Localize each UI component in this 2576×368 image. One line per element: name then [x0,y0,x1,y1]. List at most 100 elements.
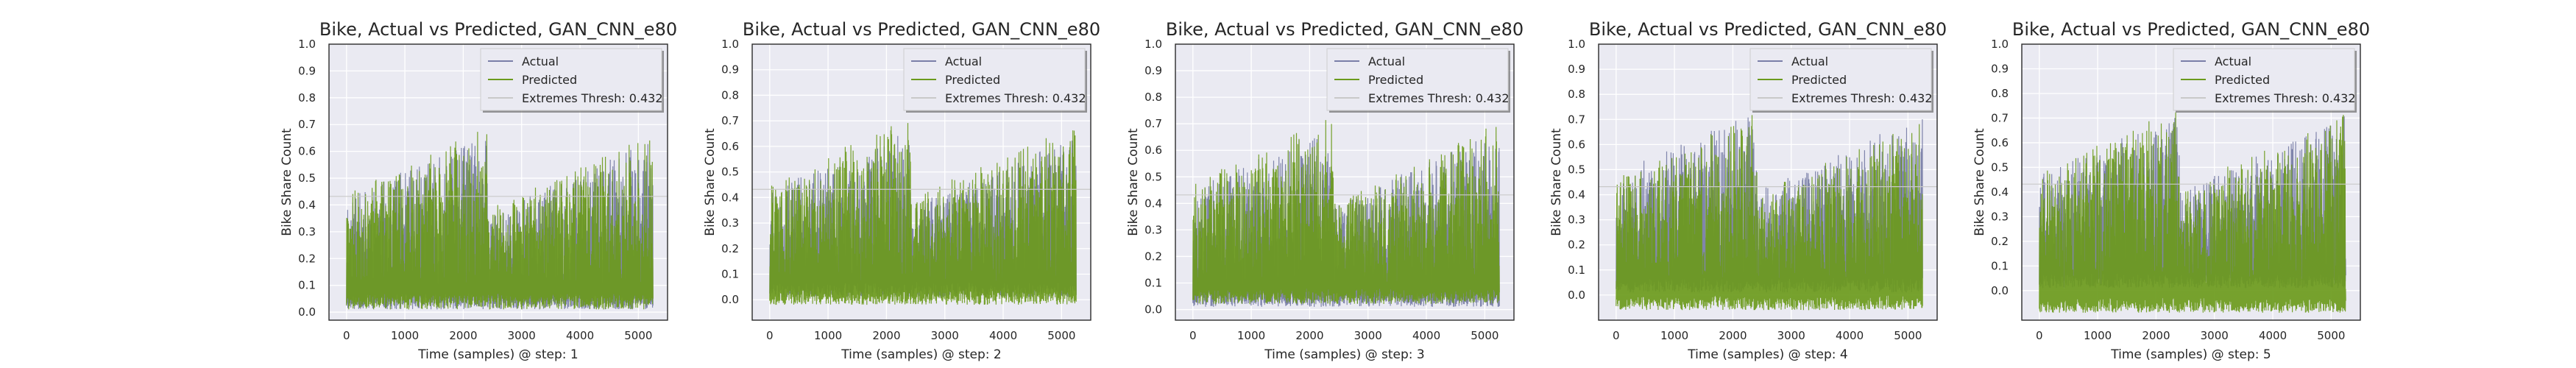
x-tick-label: 2000 [872,329,900,342]
y-tick-label: 0.2 [1144,250,1162,263]
predicted-series-line [346,132,654,310]
y-tick-label: 1.0 [1144,38,1162,51]
y-tick-label: 1.0 [1991,38,2009,51]
plot-frame [328,43,668,321]
predicted-series-line [1192,120,1500,305]
y-tick-label: 0.5 [1568,163,1585,176]
y-tick-label: 0.9 [1144,64,1162,77]
legend-actual-label: Actual [522,54,559,68]
x-tick-label: 2000 [1719,329,1747,342]
plot-frame [1598,43,1938,321]
x-tick-label: 5000 [1894,329,1922,342]
y-tick-label: 0.3 [721,216,739,230]
legend-predicted-label: Predicted [522,73,577,87]
y-tick-label: 0.4 [298,198,316,211]
y-tick-label: 0.4 [1991,185,2009,199]
legend-actual-label: Actual [945,54,982,68]
x-axis-label: Time (samples) @ step: 1 [417,347,578,362]
plot-frame [1175,43,1515,321]
x-tick-label: 1000 [2084,329,2112,342]
legend: Actual Predicted Extremes Thresh: 0.432 [480,48,664,113]
x-tick-label: 5000 [1047,329,1075,342]
y-tick-label: 0.9 [1991,62,2009,75]
y-tick-label: 0.1 [298,279,316,292]
x-axis-label: Time (samples) @ step: 3 [1264,347,1424,362]
x-tick-label: 0 [1613,329,1620,342]
x-tick-label: 5000 [624,329,652,342]
y-tick-label: 0.8 [721,88,739,102]
y-tick-label: 0.9 [1568,63,1585,76]
predicted-series-line [1616,115,1923,311]
chart-1: 0.0 0.1 0.2 0.3 0.4 0.5 0.6 0.7 0.8 0.9 1.0 0 1000 20… [280,19,677,362]
y-axis-label: Bike Share Count [1126,128,1141,236]
y-tick-label: 0.8 [1991,87,2009,100]
y-tick-label: 0.0 [721,293,739,306]
legend-predicted-label: Predicted [2215,73,2270,87]
y-tick-label: 0.1 [1991,259,2009,272]
y-tick-label: 0.5 [721,166,739,179]
y-tick-label: 0.7 [1991,111,2009,124]
x-tick-label: 2000 [449,329,477,342]
chart-title: Bike, Actual vs Predicted, GAN_CNN_e80 [1166,19,1524,40]
x-axis-label: Time (samples) @ step: 5 [2110,347,2271,362]
chart-title: Bike, Actual vs Predicted, GAN_CNN_e80 [1589,19,1947,40]
y-tick-label: 0.3 [1568,213,1585,227]
legend-actual-label: Actual [2215,54,2251,68]
x-axis-label: Time (samples) @ step: 4 [1687,347,1847,362]
y-tick-label: 0.6 [721,140,739,153]
y-axis-label: Bike Share Count [280,128,294,236]
x-tick-label: 3000 [1354,329,1382,342]
y-tick-label: 0.7 [1144,117,1162,130]
x-tick-label: 0 [1189,329,1197,342]
x-tick-label: 4000 [566,329,594,342]
x-tick-label: 5000 [1471,329,1498,342]
x-tick-label: 3000 [508,329,536,342]
x-tick-label: 3000 [931,329,959,342]
x-tick-label: 5000 [2317,329,2345,342]
x-tick-label: 0 [766,329,774,342]
y-tick-label: 0.8 [1144,91,1162,104]
x-axis-label: Time (samples) @ step: 2 [841,347,1001,362]
y-tick-label: 0.6 [1991,136,2009,149]
legend-box [480,48,662,111]
y-tick-label: 0.9 [298,64,316,77]
y-axis-label: Bike Share Count [1972,128,1987,236]
x-tick-label: 3000 [2201,329,2229,342]
legend-predicted-label: Predicted [945,73,1000,87]
y-tick-label: 0.9 [721,63,739,77]
x-tick-label: 2000 [1295,329,1323,342]
y-tick-label: 0.7 [298,118,316,131]
chart-4: 0.0 0.1 0.2 0.3 0.4 0.5 0.6 0.7 0.8 0.9 1.0 0 1000 20… [1549,19,1947,362]
x-tick-label: 1000 [814,329,842,342]
y-tick-label: 0.0 [1991,284,2009,297]
y-tick-label: 0.1 [1568,263,1585,277]
x-tick-label: 2000 [2142,329,2170,342]
chart-2: 0.0 0.1 0.2 0.3 0.4 0.5 0.6 0.7 0.8 0.9 1.0 0 1000 20… [703,19,1100,362]
legend-extremes-label: Extremes Thresh: 0.432 [2215,91,2356,105]
y-tick-label: 1.0 [721,38,739,51]
x-tick-label: 1000 [1660,329,1688,342]
x-tick-label: 0 [343,329,350,342]
y-tick-label: 0.0 [1144,303,1162,316]
chart-title: Bike, Actual vs Predicted, GAN_CNN_e80 [319,19,677,40]
y-tick-label: 0.2 [298,252,316,265]
x-tick-label: 4000 [1412,329,1440,342]
y-tick-label: 0.5 [1144,170,1162,183]
x-tick-label: 4000 [2259,329,2287,342]
y-tick-label: 0.7 [1568,113,1585,126]
legend-predicted-label: Predicted [1791,73,1847,87]
y-tick-label: 0.4 [1568,188,1585,202]
y-tick-label: 0.0 [298,305,316,319]
x-tick-label: 3000 [1777,329,1805,342]
legend: Actual Predicted Extremes Thresh: 0.432 [1326,48,1510,113]
y-axis-label: Bike Share Count [1549,128,1564,236]
y-tick-label: 0.1 [721,268,739,281]
y-tick-label: 1.0 [298,38,316,51]
y-tick-label: 0.3 [1144,223,1162,236]
legend: Actual Predicted Extremes Thresh: 0.432 [903,48,1087,113]
legend-predicted-label: Predicted [1368,73,1423,87]
legend: Actual Predicted Extremes Thresh: 0.432 [2173,48,2357,113]
y-tick-label: 0.6 [1568,138,1585,151]
y-tick-label: 0.3 [298,225,316,238]
